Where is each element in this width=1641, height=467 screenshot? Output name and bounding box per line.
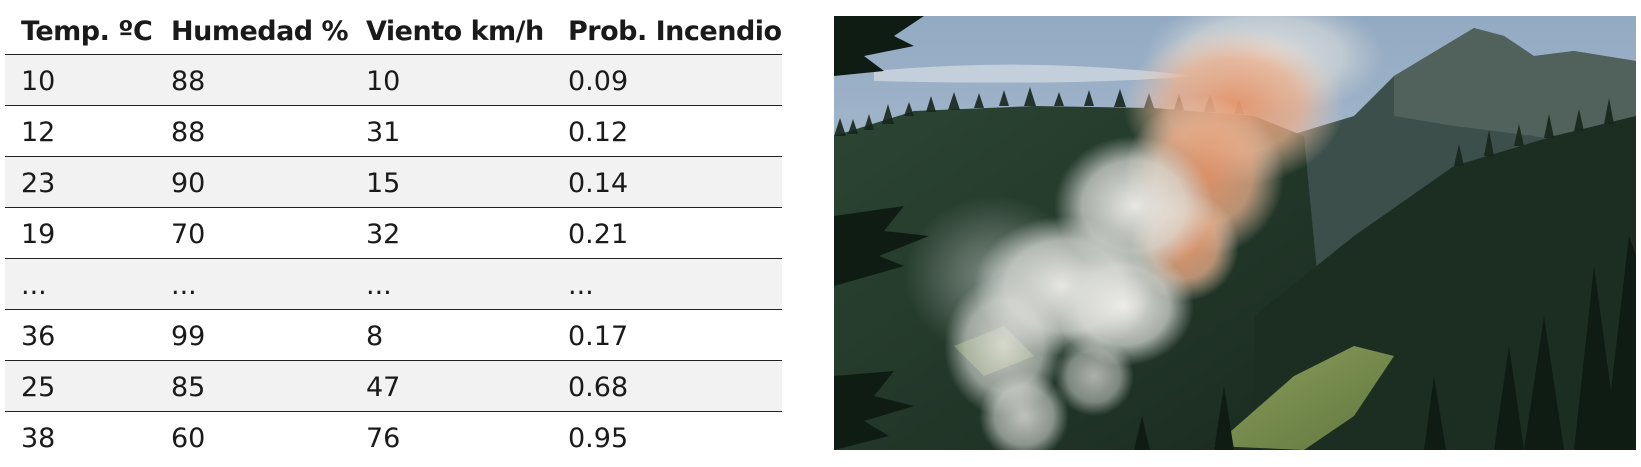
cell-fire-probability: 0.21 xyxy=(552,207,782,259)
cell-humidity: 90 xyxy=(155,156,350,208)
cell-wind: 8 xyxy=(350,309,552,361)
cell-fire-probability: 0.95 xyxy=(552,411,782,462)
mountain-peak-hazy xyxy=(1394,28,1636,156)
cell-fire-probability: 0.17 xyxy=(552,309,782,361)
cell-humidity: 70 xyxy=(155,207,350,259)
table-row: 25 85 47 0.68 xyxy=(5,360,782,412)
weather-fire-table-container: Temp. ºC Humedad % Viento km/h Prob. Inc… xyxy=(5,8,782,462)
cell-fire-probability: 0.12 xyxy=(552,105,782,157)
cell-humidity: 60 xyxy=(155,411,350,462)
cell-wind: ... xyxy=(350,258,552,310)
cell-wind: 15 xyxy=(350,156,552,208)
cell-wind: 47 xyxy=(350,360,552,412)
table-row: 19 70 32 0.21 xyxy=(5,207,782,259)
cell-fire-probability: 0.14 xyxy=(552,156,782,208)
table-row: 10 88 10 0.09 xyxy=(5,54,782,106)
forest-fire-photo xyxy=(834,16,1636,450)
table-row: 38 60 76 0.95 xyxy=(5,411,782,462)
cell-wind: 76 xyxy=(350,411,552,462)
header-temperature: Temp. ºC xyxy=(5,8,155,55)
cell-humidity: 88 xyxy=(155,105,350,157)
smoke-white xyxy=(979,371,1069,450)
cell-temperature: 12 xyxy=(5,105,155,157)
table-row: 36 99 8 0.17 xyxy=(5,309,782,361)
table-row-ellipsis: ... ... ... ... xyxy=(5,258,782,310)
foreground-trees xyxy=(834,16,1636,450)
cell-humidity: ... xyxy=(155,258,350,310)
cell-temperature: 38 xyxy=(5,411,155,462)
table-row: 23 90 15 0.14 xyxy=(5,156,782,208)
smoke-white xyxy=(1054,246,1194,366)
cell-fire-probability: 0.68 xyxy=(552,360,782,412)
cell-humidity: 88 xyxy=(155,54,350,106)
cell-humidity: 85 xyxy=(155,360,350,412)
cell-wind: 10 xyxy=(350,54,552,106)
cell-temperature: 10 xyxy=(5,54,155,106)
weather-fire-table: Temp. ºC Humedad % Viento km/h Prob. Inc… xyxy=(5,8,782,462)
cloud-streak xyxy=(874,64,1194,83)
header-fire-probability: Prob. Incendio xyxy=(552,8,782,55)
forest-fire-illustration xyxy=(834,16,1636,450)
smoke-white xyxy=(1054,336,1134,416)
cell-wind: 32 xyxy=(350,207,552,259)
cell-humidity: 99 xyxy=(155,309,350,361)
cell-temperature: 19 xyxy=(5,207,155,259)
header-humidity: Humedad % xyxy=(155,8,350,55)
cell-fire-probability: ... xyxy=(552,258,782,310)
cell-temperature: 23 xyxy=(5,156,155,208)
table-header-row: Temp. ºC Humedad % Viento km/h Prob. Inc… xyxy=(5,8,782,55)
cell-temperature: ... xyxy=(5,258,155,310)
meadow-patch xyxy=(1214,346,1394,450)
cell-temperature: 36 xyxy=(5,309,155,361)
cell-fire-probability: 0.09 xyxy=(552,54,782,106)
cell-temperature: 25 xyxy=(5,360,155,412)
table-row: 12 88 31 0.12 xyxy=(5,105,782,157)
header-wind: Viento km/h xyxy=(350,8,552,55)
cell-wind: 31 xyxy=(350,105,552,157)
